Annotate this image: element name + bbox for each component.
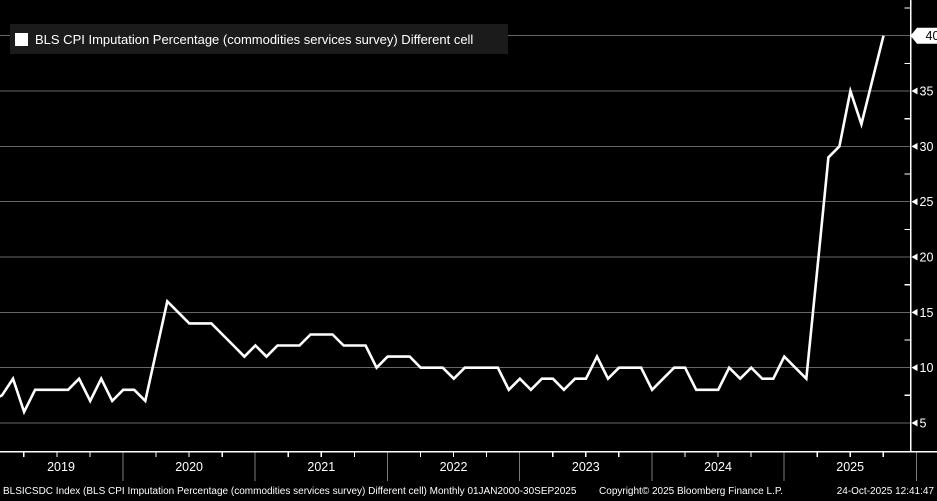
status-bar: BLSICSDC Index (BLS CPI Imputation Perce… bbox=[0, 483, 937, 501]
x-axis-year-label: 2022 bbox=[440, 460, 468, 474]
y-axis-tick-label: 15 bbox=[920, 306, 934, 320]
x-axis-year-label: 2020 bbox=[175, 460, 203, 474]
y-axis-tick-label: 10 bbox=[920, 361, 934, 375]
y-axis-tick-pointer-icon bbox=[911, 87, 918, 95]
y-axis-tick-pointer-icon bbox=[911, 364, 918, 372]
last-value-tag bbox=[910, 27, 937, 44]
x-axis-year-label: 2025 bbox=[836, 460, 864, 474]
legend-series-label: BLS CPI Imputation Percentage (commoditi… bbox=[35, 31, 474, 47]
y-axis-tick-pointer-icon bbox=[911, 253, 918, 261]
y-axis-tick-label: 20 bbox=[920, 251, 934, 265]
x-axis-year-label: 2021 bbox=[307, 460, 335, 474]
x-axis-year-label: 2019 bbox=[47, 460, 75, 474]
series-swatch-icon bbox=[15, 32, 28, 46]
y-axis-tick-pointer-icon bbox=[911, 198, 918, 206]
footer-copyright: Copyright© 2025 Bloomberg Finance L.P. bbox=[599, 486, 783, 497]
y-axis-tick-pointer-icon bbox=[911, 142, 918, 150]
last-value-tag-label: 40 bbox=[926, 29, 937, 43]
series-line[interactable] bbox=[0, 35, 885, 416]
footer-ticker-description: BLSICSDC Index (BLS CPI Imputation Perce… bbox=[3, 486, 577, 497]
y-axis-tick-label: 25 bbox=[920, 195, 934, 209]
legend[interactable]: BLS CPI Imputation Percentage (commoditi… bbox=[10, 24, 508, 54]
y-axis-tick-pointer-icon bbox=[911, 308, 918, 316]
x-axis-year-label: 2024 bbox=[704, 460, 732, 474]
y-axis-tick-label: 35 bbox=[920, 85, 934, 99]
x-axis-year-label: 2023 bbox=[572, 460, 600, 474]
y-axis-tick-pointer-icon bbox=[911, 419, 918, 427]
y-axis-tick-label: 30 bbox=[920, 140, 934, 154]
y-axis-tick-label: 5 bbox=[920, 417, 927, 431]
footer-timestamp: 24-Oct-2025 12:41:47 bbox=[836, 486, 934, 497]
